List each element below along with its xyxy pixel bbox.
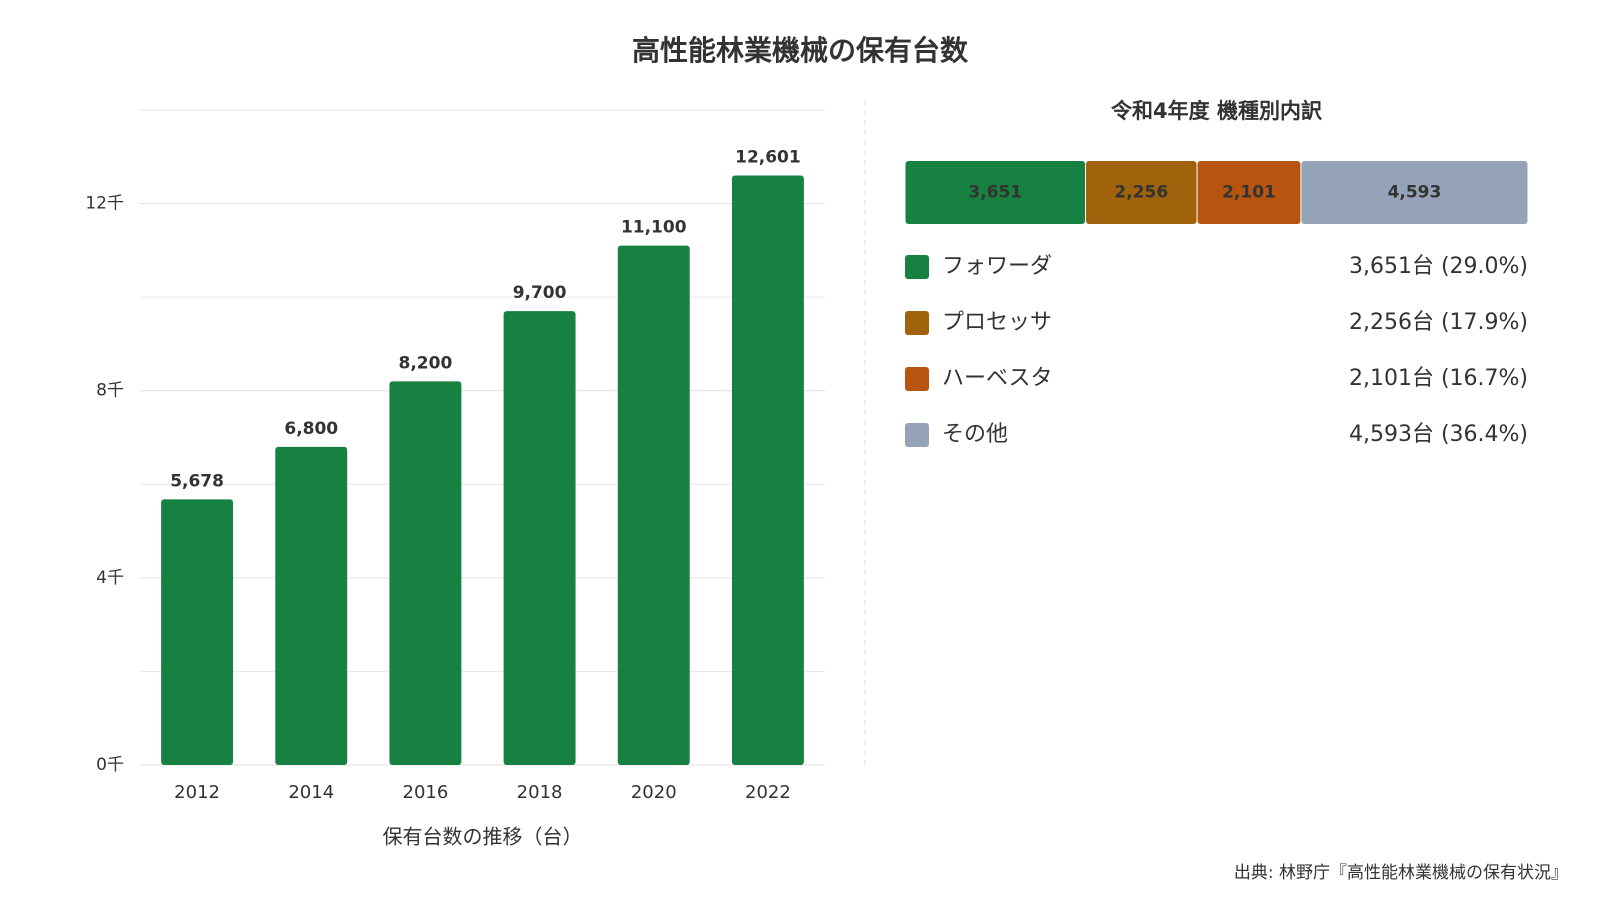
legend-swatch xyxy=(905,367,929,391)
segment-label: 4,593 xyxy=(1388,183,1442,203)
x-tick-label: 2012 xyxy=(174,782,220,803)
legend-value: 3,651台 (29.0%) xyxy=(1349,254,1528,279)
segment-label: 3,651 xyxy=(968,183,1022,203)
legend-value: 4,593台 (36.4%) xyxy=(1349,422,1528,447)
legend-value: 2,101台 (16.7%) xyxy=(1349,366,1528,391)
data-label: 12,601 xyxy=(735,147,801,167)
y-tick-label: 0千 xyxy=(96,755,124,775)
legend-label: ハーベスタ xyxy=(942,366,1052,391)
segment-label: 2,256 xyxy=(1114,183,1168,203)
bar xyxy=(161,499,234,765)
legend-label: その他 xyxy=(942,422,1008,447)
data-label: 5,678 xyxy=(170,471,224,491)
stack-segment xyxy=(905,161,1086,224)
x-axis-label: 保有台数の推移（台） xyxy=(383,825,583,849)
page-title: 高性能林業機械の保有台数 xyxy=(632,34,969,67)
y-tick-label: 8千 xyxy=(96,381,124,401)
x-tick-label: 2014 xyxy=(288,782,334,803)
bar xyxy=(389,381,462,765)
bar xyxy=(731,175,804,765)
x-tick-label: 2016 xyxy=(403,782,449,803)
data-label: 9,700 xyxy=(513,283,567,303)
legend-label: フォワーダ xyxy=(942,254,1052,279)
legend-swatch xyxy=(905,311,929,335)
legend-swatch xyxy=(905,255,929,279)
bar xyxy=(617,245,690,765)
legend-value: 2,256台 (17.9%) xyxy=(1349,310,1528,335)
legend-swatch xyxy=(905,423,929,447)
data-label: 8,200 xyxy=(399,353,453,373)
x-tick-label: 2022 xyxy=(745,782,791,803)
data-label: 11,100 xyxy=(621,218,687,238)
data-label: 6,800 xyxy=(284,419,338,439)
panel-title: 令和4年度 機種別内訳 xyxy=(1111,99,1323,123)
stack-segment xyxy=(1301,161,1528,224)
stack-segment xyxy=(1197,161,1301,224)
source: 出典: 林野庁『高性能林業機械の保有状況』 xyxy=(1234,863,1568,883)
x-tick-label: 2020 xyxy=(631,782,677,803)
segment-label: 2,101 xyxy=(1222,183,1276,203)
stack-segment xyxy=(1086,161,1197,224)
bar xyxy=(275,446,348,765)
y-tick-label: 12千 xyxy=(85,194,124,214)
legend-label: プロセッサ xyxy=(942,310,1052,335)
x-tick-label: 2018 xyxy=(517,782,563,803)
y-tick-label: 4千 xyxy=(96,568,124,588)
bar xyxy=(503,311,576,765)
